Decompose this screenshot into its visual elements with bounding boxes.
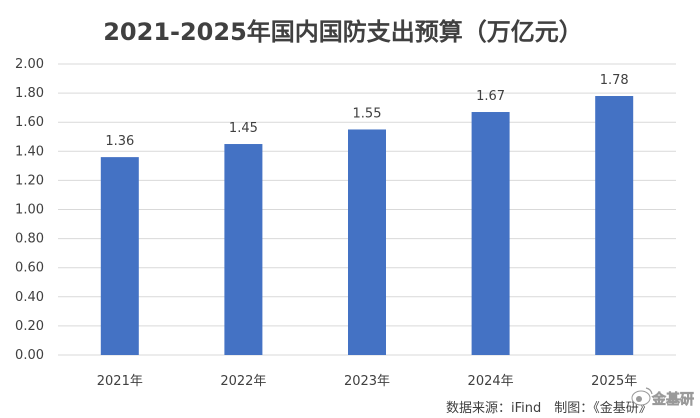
bar — [595, 96, 634, 355]
data-label: 1.67 — [476, 89, 505, 104]
data-label: 1.55 — [353, 106, 382, 121]
y-tick-label: 0.20 — [15, 319, 44, 334]
y-tick-label: 1.20 — [15, 173, 44, 188]
y-axis-ticks: 0.00 0.20 0.40 0.60 0.80 1.00 1.20 1.40 1.60 1.80… — [15, 57, 44, 363]
watermark: 金基研 — [631, 387, 694, 408]
x-category-label: 2021年 — [97, 374, 143, 389]
source-note: 数据来源：iFind 制图：《金基研》 — [446, 400, 652, 416]
y-tick-label: 0.80 — [15, 232, 44, 247]
y-tick-label: 1.60 — [15, 115, 44, 130]
bar — [348, 129, 386, 355]
weibo-logo-icon — [631, 387, 653, 406]
x-axis-categories: 2021年 2022年 2023年 2024年 2025年 — [97, 374, 637, 389]
chart-title: 2021-2025年国内国防支出预算（万亿元） — [103, 18, 583, 46]
y-tick-label: 0.40 — [15, 290, 44, 305]
data-label: 1.78 — [600, 73, 629, 88]
y-tick-label: 0.00 — [15, 348, 44, 363]
x-category-label: 2022年 — [220, 374, 266, 389]
x-category-label: 2025年 — [591, 374, 637, 389]
x-category-label: 2023年 — [344, 374, 390, 389]
y-tick-label: 1.80 — [15, 86, 44, 101]
y-tick-label: 0.60 — [15, 261, 44, 276]
bar — [471, 112, 510, 355]
bar — [100, 157, 139, 355]
y-tick-label: 2.00 — [15, 57, 44, 72]
x-category-label: 2024年 — [468, 374, 514, 389]
data-labels: 1.36 1.45 1.55 1.67 1.78 — [105, 73, 628, 149]
watermark-text: 金基研 — [651, 391, 694, 408]
bar — [224, 144, 263, 355]
y-tick-label: 1.00 — [15, 203, 44, 218]
data-label: 1.36 — [105, 134, 134, 149]
bars — [100, 96, 634, 355]
y-tick-label: 1.40 — [15, 144, 44, 159]
data-label: 1.45 — [229, 121, 258, 136]
